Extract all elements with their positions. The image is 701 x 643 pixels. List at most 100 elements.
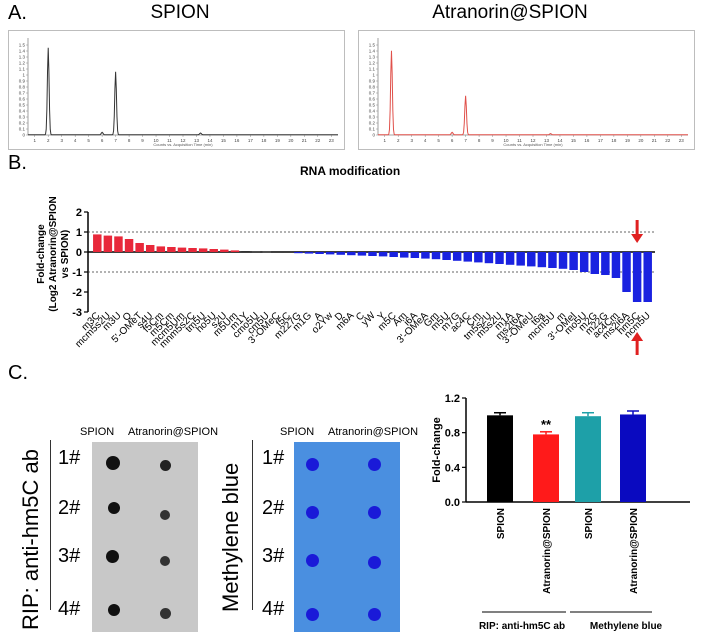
bar-ac4C <box>463 252 472 262</box>
bar-3'-OMeU <box>527 252 536 267</box>
y-tick-label: 0.1 <box>369 127 376 132</box>
bar-ms2i6A <box>622 252 631 292</box>
bar-yW <box>368 252 377 256</box>
x-tick-label: 21 <box>652 138 658 143</box>
y-tick-label: 1.5 <box>19 43 26 48</box>
chromatogram-right-title: Atranorin@SPION <box>432 2 588 23</box>
x-tick-label: 12 <box>180 138 186 143</box>
mb-spot <box>368 506 381 519</box>
bar-m3C <box>93 234 102 252</box>
x-tick-label: 4 <box>74 138 77 143</box>
y-tick-label: 0.6 <box>369 97 376 102</box>
bar-ms2t6A <box>516 252 525 266</box>
bar-m1G <box>304 252 314 254</box>
bar-category-label: Atranorin@SPION <box>629 508 640 594</box>
blot1-row-3: 3# <box>58 545 81 567</box>
y-tick-label: 1.1 <box>19 67 26 72</box>
y-tick-label: 1.2 <box>369 61 376 66</box>
y-tick-label: -2 <box>72 287 82 299</box>
rip-side-line <box>50 440 51 610</box>
bar-mcm5U <box>548 252 557 268</box>
x-tick-label: 13 <box>544 138 550 143</box>
right-trace-line <box>378 50 688 136</box>
panel-a-letter: A. <box>8 2 27 24</box>
fold-change-bar <box>487 415 513 502</box>
bar-Am <box>400 252 409 258</box>
y-tick-label: 0.3 <box>369 115 376 120</box>
blot1-header-atranorin: Atranorin@SPION <box>128 426 219 438</box>
x-tick-label: 3 <box>410 138 413 143</box>
x-tick-label: 14 <box>557 138 563 143</box>
x-tick-label: 22 <box>315 138 321 143</box>
blot1-row-2: 2# <box>58 497 81 519</box>
x-tick-label: 17 <box>598 138 604 143</box>
bar-Q <box>124 239 134 252</box>
bar-m7G <box>452 252 462 261</box>
bar-category-label: SPION <box>496 508 507 539</box>
left-trace-line <box>28 47 338 136</box>
bar-f5C <box>283 252 293 253</box>
blot1-row-4: 4# <box>58 598 81 620</box>
y-axis-label: Fold-change <box>431 417 443 482</box>
rip-side-label: RIP: anti-hm5C ab <box>18 449 43 630</box>
y-tick-label: 0 <box>372 133 375 138</box>
mb-spot <box>306 506 319 519</box>
x-tick-label: 21 <box>302 138 308 143</box>
y-tick-label: 0.8 <box>19 85 26 90</box>
x-tick-label: 22 <box>665 138 671 143</box>
x-tick-label: 18 <box>261 138 267 143</box>
y-tick-label: 1.5 <box>369 43 376 48</box>
y-tick-label: 1.1 <box>369 67 376 72</box>
bar-m1Y <box>241 251 250 252</box>
x-tick-label: 2 <box>397 138 400 143</box>
significance-marker: ** <box>541 417 552 432</box>
y-tick-label: 0.6 <box>19 97 26 102</box>
mb-spot <box>306 608 319 621</box>
fold-change-bar <box>575 416 601 502</box>
bar-cm5U <box>262 251 271 253</box>
chromatogram-left: 00.10.20.30.40.50.60.70.80.911.11.21.31.… <box>8 30 345 150</box>
blot-spot <box>160 556 170 566</box>
mb-spot <box>368 458 381 471</box>
blot-spot <box>106 456 120 470</box>
y-tick-label: 1 <box>372 73 375 78</box>
chromatogram-right: 00.10.20.30.40.50.60.70.80.911.11.21.31.… <box>358 30 695 150</box>
blot-spot <box>160 510 170 520</box>
y-tick-label: -3 <box>72 307 82 319</box>
arrow-up-icon-head <box>631 332 644 341</box>
bar-o2Yw <box>325 252 335 255</box>
y-tick-label: 0.7 <box>19 91 26 96</box>
x-tick-label: 8 <box>478 138 481 143</box>
bar-3'-OMeI <box>569 252 578 270</box>
x-tick-label: 10 <box>504 138 510 143</box>
y-tick-label: 1 <box>76 227 82 239</box>
y-tick-label: 0.4 <box>19 109 26 114</box>
bar-mo5U <box>579 252 589 272</box>
y-tick-label: 0.4 <box>369 109 376 114</box>
rip-dot-blot <box>92 442 198 632</box>
x-tick-label: 16 <box>234 138 240 143</box>
bar-tm5U <box>198 248 208 252</box>
y-tick-label: 0.8 <box>445 428 460 440</box>
x-tick-label: 7 <box>114 138 117 143</box>
mb-side-line <box>252 440 253 610</box>
bar-m22G <box>601 252 610 275</box>
bar-m5C <box>389 252 398 257</box>
x-tick-label: 14 <box>207 138 213 143</box>
x-tick-label: 7 <box>464 138 467 143</box>
mb-spot <box>368 556 381 569</box>
x-tick-label: 23 <box>329 138 335 143</box>
x-tick-label: 20 <box>638 138 644 143</box>
bar-ncm5U <box>643 252 652 302</box>
bar-s2U <box>220 249 229 252</box>
y-tick-label: 0.9 <box>19 79 26 84</box>
blot2-header-atranorin: Atranorin@SPION <box>328 426 419 438</box>
y-tick-label: 0.7 <box>369 91 376 96</box>
bar-m6A <box>347 252 356 256</box>
y-tick-label: 0.3 <box>19 115 26 120</box>
bar-m3U <box>114 236 123 252</box>
bar-tm5s2U <box>484 252 494 264</box>
bar-mcm5Um <box>177 247 187 252</box>
y-tick-label: 1.3 <box>19 55 26 60</box>
y-tick-label: 0.4 <box>445 462 461 474</box>
